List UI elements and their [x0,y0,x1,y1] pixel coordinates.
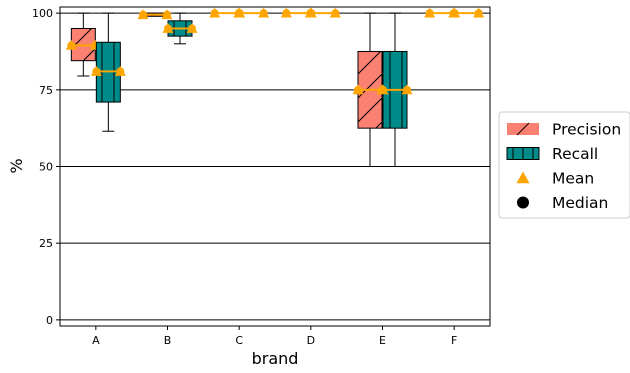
legend: Precision Recall Mean Median [499,112,630,218]
legend-label: Median [552,194,608,212]
legend-label: Precision [552,121,621,139]
x-tick-label: F [451,334,457,347]
y-tick-label: 75 [39,84,53,97]
x-tick-label: A [92,334,100,347]
x-tick-label: E [379,334,386,347]
y-tick-label: 100 [32,7,53,20]
legend-label: Recall [552,145,598,163]
x-tick-label: D [307,334,315,347]
x-tick-label: C [235,334,243,347]
legend-label: Mean [552,170,594,188]
y-tick-label: 25 [39,237,53,250]
x-tick-label: B [164,334,172,347]
median-legend-icon [517,197,529,209]
y-axis-title: % [7,158,26,173]
y-tick-label: 50 [39,161,53,174]
y-tick-label: 0 [46,314,53,327]
x-axis-title: brand [252,349,299,368]
